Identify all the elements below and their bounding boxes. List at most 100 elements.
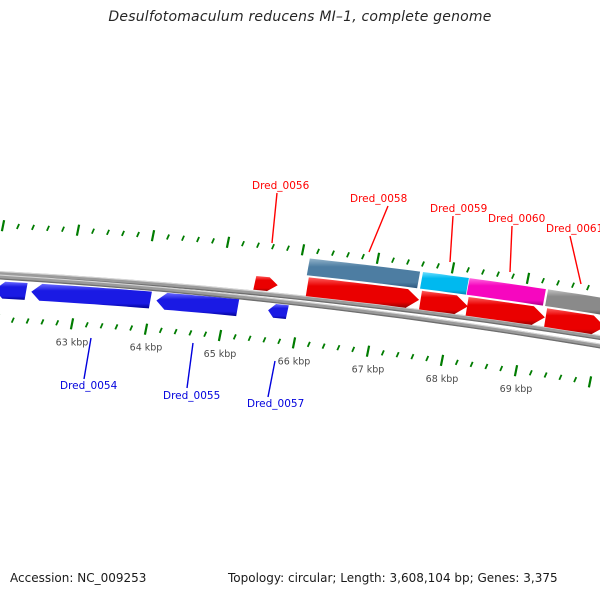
gene-arrow-Dred_0061 — [544, 308, 600, 335]
gene-label-Dred_0061: Dred_0061 — [546, 223, 600, 235]
inner-minor-tick — [55, 319, 60, 326]
outer-minor-tick — [511, 273, 515, 280]
inner-minor-tick — [321, 343, 326, 349]
inner-major-tick — [513, 364, 519, 377]
inner-minor-tick — [188, 330, 193, 336]
outer-major-tick — [300, 244, 306, 256]
outer-minor-tick — [211, 238, 215, 244]
status-accession: Accession: NC_009253 — [10, 571, 147, 585]
inner-major-tick — [69, 318, 75, 330]
outer-minor-tick — [331, 250, 335, 256]
scale-label: 63 kbp — [56, 337, 89, 348]
inner-minor-tick — [203, 331, 208, 338]
inner-minor-tick — [25, 318, 30, 324]
outer-minor-tick — [361, 253, 365, 260]
outer-minor-tick — [136, 231, 140, 238]
inner-minor-tick — [99, 322, 104, 329]
gene-label-Dred_0054: Dred_0054 — [60, 380, 118, 392]
outer-minor-tick — [61, 226, 65, 233]
outer-minor-tick — [571, 282, 575, 289]
inner-minor-tick — [232, 334, 237, 340]
inner-minor-tick — [40, 319, 45, 325]
inner-minor-tick — [306, 341, 311, 348]
inner-minor-tick — [129, 325, 134, 331]
gene-arrow-Dred_0060 — [465, 297, 545, 326]
backbone-inner-band — [0, 274, 600, 349]
scale-label: 67 kbp — [352, 365, 385, 376]
inner-minor-tick — [469, 361, 474, 368]
backbone-outer-band-highlight — [0, 271, 600, 337]
backbone-inner-band-highlight — [0, 274, 600, 345]
inner-major-tick — [143, 323, 149, 335]
inner-minor-tick — [425, 355, 430, 362]
inner-minor-tick — [528, 369, 533, 376]
outer-minor-tick — [406, 259, 410, 265]
outer-major-tick — [450, 262, 456, 274]
scale-label: 64 kbp — [130, 343, 163, 354]
outer-minor-tick — [181, 235, 185, 242]
gene-label-Dred_0060: Dred_0060 — [488, 213, 545, 225]
gene-arrow-unlabeled — [0, 281, 28, 300]
gene-label-Dred_0055: Dred_0055 — [163, 390, 220, 402]
outer-minor-tick — [16, 223, 20, 230]
status-summary: Topology: circular; Length: 3,608,104 bp… — [228, 571, 558, 585]
overlay-bar-Dred_0058 — [306, 258, 421, 289]
gene-arrow-Dred_0059 — [419, 290, 468, 315]
outer-minor-tick — [256, 242, 260, 249]
outer-minor-tick — [241, 240, 245, 247]
inner-minor-tick — [573, 376, 578, 383]
outer-minor-tick — [316, 248, 320, 255]
leader-line-Dred_0061 — [569, 235, 582, 285]
gene-arrow-Dred_0058 — [305, 277, 420, 309]
gene-label-Dred_0058: Dred_0058 — [350, 193, 407, 205]
gene-arrow-Dred_0054 — [31, 283, 152, 309]
outer-minor-tick — [121, 230, 125, 237]
backbone-inner-band-shadow — [0, 278, 600, 349]
inner-minor-tick — [158, 327, 163, 334]
inner-minor-tick — [499, 365, 504, 372]
inner-minor-tick — [262, 336, 267, 343]
backbone-outer-band — [0, 271, 600, 340]
leader-line-Dred_0057 — [267, 360, 276, 398]
outer-minor-tick — [421, 261, 425, 267]
inner-minor-tick — [380, 350, 385, 356]
inner-major-tick — [217, 329, 223, 342]
gene-arrow-Dred_0055 — [156, 292, 240, 317]
outer-minor-tick — [91, 228, 95, 235]
inner-major-tick — [439, 354, 445, 367]
leader-line-Dred_0058 — [368, 205, 389, 253]
overlay-bar-Dred_0059 — [420, 272, 469, 295]
inner-major-tick — [365, 345, 371, 357]
inner-minor-tick — [558, 374, 563, 381]
inner-minor-tick — [114, 324, 119, 330]
figure-title: Desulfotomaculum reducens MI–1, complete… — [108, 9, 492, 25]
leader-line-Dred_0054 — [83, 337, 92, 380]
outer-minor-tick — [346, 251, 350, 258]
outer-minor-tick — [481, 269, 485, 275]
inner-minor-tick — [484, 363, 489, 370]
scale-label: 68 kbp — [426, 374, 459, 385]
outer-minor-tick — [556, 280, 560, 286]
overlay-bar-Dred_0061 — [545, 289, 600, 315]
outer-major-tick — [375, 252, 381, 265]
gene-label-Dred_0056: Dred_0056 — [252, 180, 310, 192]
inner-minor-tick — [543, 372, 548, 378]
outer-minor-tick — [496, 271, 500, 277]
inner-minor-tick — [247, 335, 252, 342]
inner-major-tick — [291, 337, 297, 349]
inner-minor-tick — [410, 353, 415, 360]
inner-minor-tick — [336, 344, 341, 351]
inner-minor-tick — [277, 338, 282, 345]
outer-minor-tick — [166, 234, 170, 240]
outer-minor-tick — [466, 267, 470, 273]
leader-line-Dred_0060 — [509, 225, 513, 273]
outer-minor-tick — [271, 243, 275, 250]
inner-minor-tick — [454, 359, 459, 366]
outer-minor-tick — [391, 257, 395, 264]
leader-line-Dred_0056 — [271, 192, 278, 244]
inner-minor-tick — [10, 317, 15, 324]
inner-minor-tick — [84, 321, 89, 328]
gene-arrow-Dred_0056 — [253, 276, 278, 292]
scale-label: 69 kbp — [500, 384, 533, 395]
